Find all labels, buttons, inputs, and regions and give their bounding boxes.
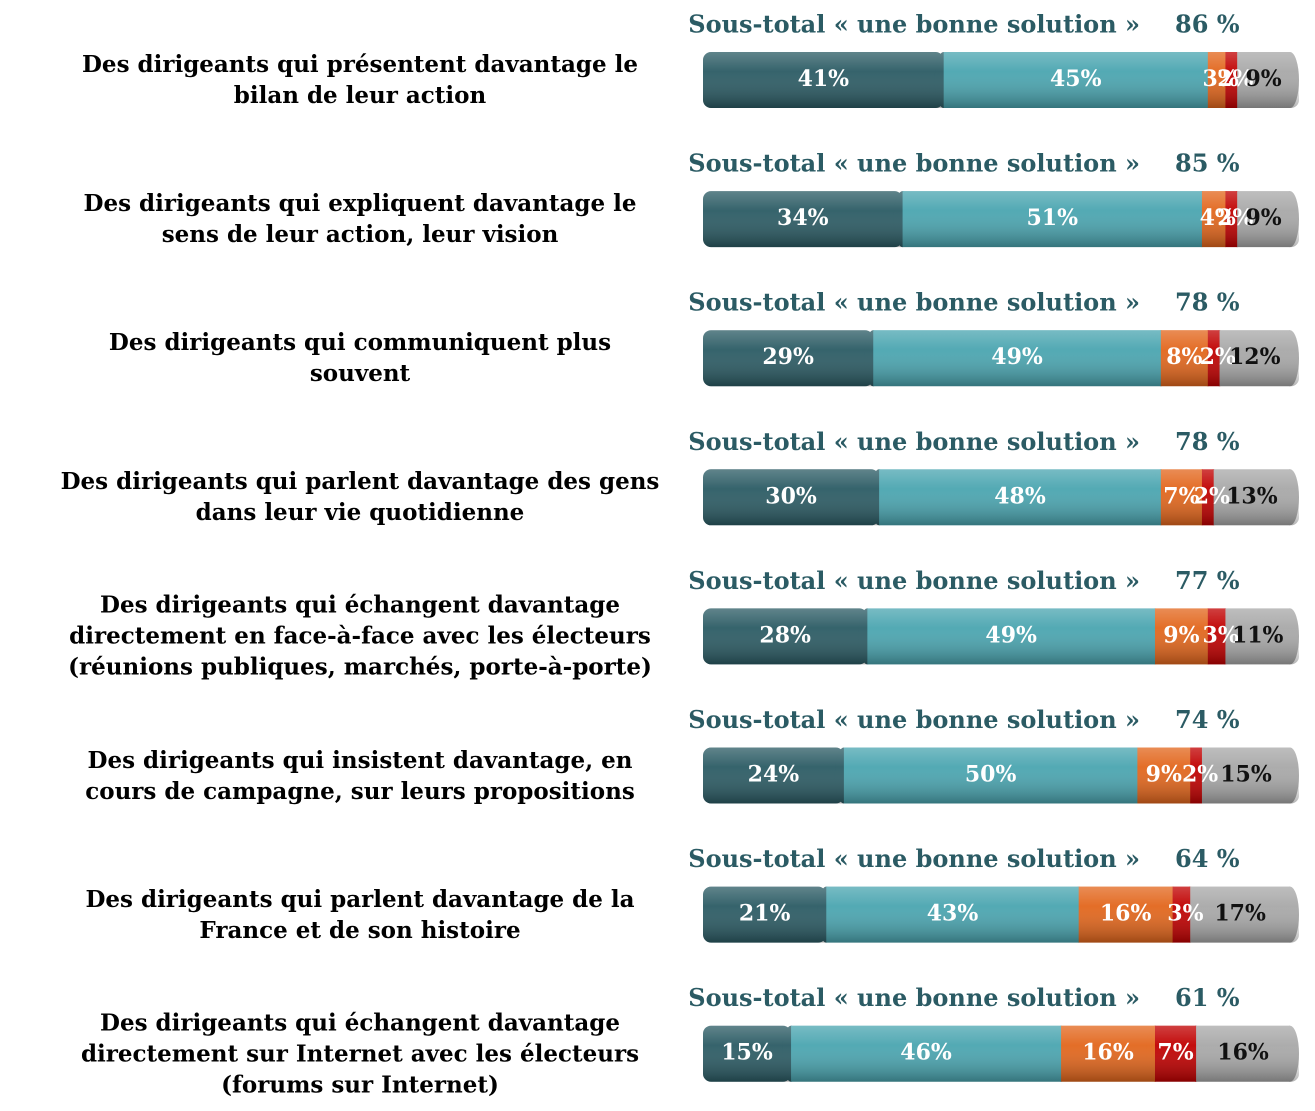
data-label: 15% xyxy=(1220,762,1272,788)
subtotal-text: Sous-total « une bonne solution » xyxy=(688,10,1140,39)
data-label: 29% xyxy=(762,344,814,370)
bar-shade xyxy=(703,747,1299,804)
data-label: 28% xyxy=(759,622,811,648)
category-label: Des dirigeants qui expliquent davantage … xyxy=(83,190,637,249)
data-label: 2% xyxy=(1217,66,1253,92)
subtotal-value: 86 % xyxy=(1175,10,1240,39)
data-label: 4% xyxy=(1200,205,1236,231)
data-label: 49% xyxy=(991,344,1043,370)
data-label: 2% xyxy=(1194,483,1230,509)
subtotal-value: 78 % xyxy=(1175,288,1240,317)
data-label: 2% xyxy=(1182,762,1218,788)
data-label: 3% xyxy=(1203,66,1239,92)
data-label: 49% xyxy=(985,622,1037,648)
category-label: Des dirigeants qui communiquent plus sou… xyxy=(108,329,612,388)
bar-shade xyxy=(703,886,1299,943)
data-label: 2% xyxy=(1217,205,1253,231)
data-label: 30% xyxy=(765,483,817,509)
data-label: 51% xyxy=(1026,205,1078,231)
bar-shade xyxy=(703,469,1299,526)
data-label: 41% xyxy=(798,66,850,92)
data-label: 11% xyxy=(1232,622,1284,648)
data-label: 9% xyxy=(1163,622,1199,648)
data-label: 9% xyxy=(1245,66,1281,92)
data-label: 16% xyxy=(1217,1040,1269,1066)
data-label: 3% xyxy=(1203,622,1239,648)
data-label: 9% xyxy=(1146,762,1182,788)
data-label: 16% xyxy=(1082,1040,1134,1066)
subtotal-value: 85 % xyxy=(1175,149,1240,178)
data-label: 2% xyxy=(1200,344,1236,370)
bar-shade xyxy=(703,52,1299,108)
subtotal-text: Sous-total « une bonne solution » xyxy=(688,566,1140,595)
bar-shade xyxy=(703,191,1299,248)
data-label: 7% xyxy=(1157,1040,1193,1066)
bar-shade xyxy=(703,1025,1299,1082)
data-label: 3% xyxy=(1167,901,1203,927)
bar-shade xyxy=(703,330,1299,387)
category-label: Des dirigeants qui présentent davantage … xyxy=(81,51,639,109)
data-label: 13% xyxy=(1226,483,1278,509)
bar-shade xyxy=(703,608,1299,665)
data-label: 45% xyxy=(1050,66,1102,92)
data-label: 21% xyxy=(739,901,791,927)
subtotal-value: 77 % xyxy=(1175,566,1240,595)
subtotal-text: Sous-total « une bonne solution » xyxy=(688,983,1140,1012)
category-label: Des dirigeants qui parlent davantage des… xyxy=(60,468,660,527)
subtotal-text: Sous-total « une bonne solution » xyxy=(688,705,1140,734)
category-label: Des dirigeants qui échangent davantage d… xyxy=(80,1009,640,1099)
data-label: 17% xyxy=(1214,901,1266,927)
data-label: 8% xyxy=(1166,344,1202,370)
data-label: 7% xyxy=(1163,483,1199,509)
data-label: 15% xyxy=(721,1040,773,1066)
data-label: 24% xyxy=(748,762,800,788)
data-label: 50% xyxy=(965,762,1017,788)
subtotal-text: Sous-total « une bonne solution » xyxy=(688,844,1140,873)
data-label: 12% xyxy=(1229,344,1281,370)
subtotal-value: 74 % xyxy=(1175,705,1240,734)
data-label: 43% xyxy=(927,901,979,927)
category-label: Des dirigeants qui parlent davantage de … xyxy=(85,885,635,944)
data-label: 48% xyxy=(994,483,1046,509)
subtotal-value: 61 % xyxy=(1175,983,1240,1012)
data-label: 16% xyxy=(1100,901,1152,927)
subtotal-text: Sous-total « une bonne solution » xyxy=(688,288,1140,317)
subtotal-value: 64 % xyxy=(1175,844,1240,873)
subtotal-text: Sous-total « une bonne solution » xyxy=(688,427,1140,456)
category-label: Des dirigeants qui échangent davantage d… xyxy=(68,591,652,681)
data-label: 34% xyxy=(777,205,829,231)
data-label: 9% xyxy=(1245,205,1281,231)
category-label: Des dirigeants qui insistent davantage, … xyxy=(85,746,635,805)
data-label: 46% xyxy=(900,1040,952,1066)
subtotal-text: Sous-total « une bonne solution » xyxy=(688,149,1140,178)
subtotal-value: 78 % xyxy=(1175,427,1240,456)
